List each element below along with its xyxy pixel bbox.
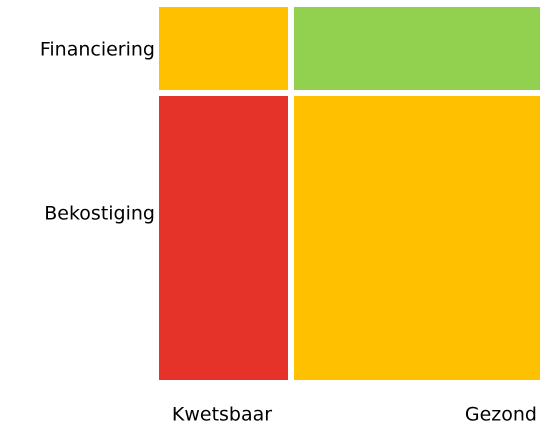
matrix-cell [159,96,288,380]
column-label: Gezond [465,404,537,426]
column-label: Kwetsbaar [172,404,272,426]
row-label: Financiering [40,39,155,61]
row-label: Bekostiging [44,203,155,225]
matrix-cell [294,7,540,90]
matrix-cell [159,7,288,90]
matrix-cell [294,96,540,380]
